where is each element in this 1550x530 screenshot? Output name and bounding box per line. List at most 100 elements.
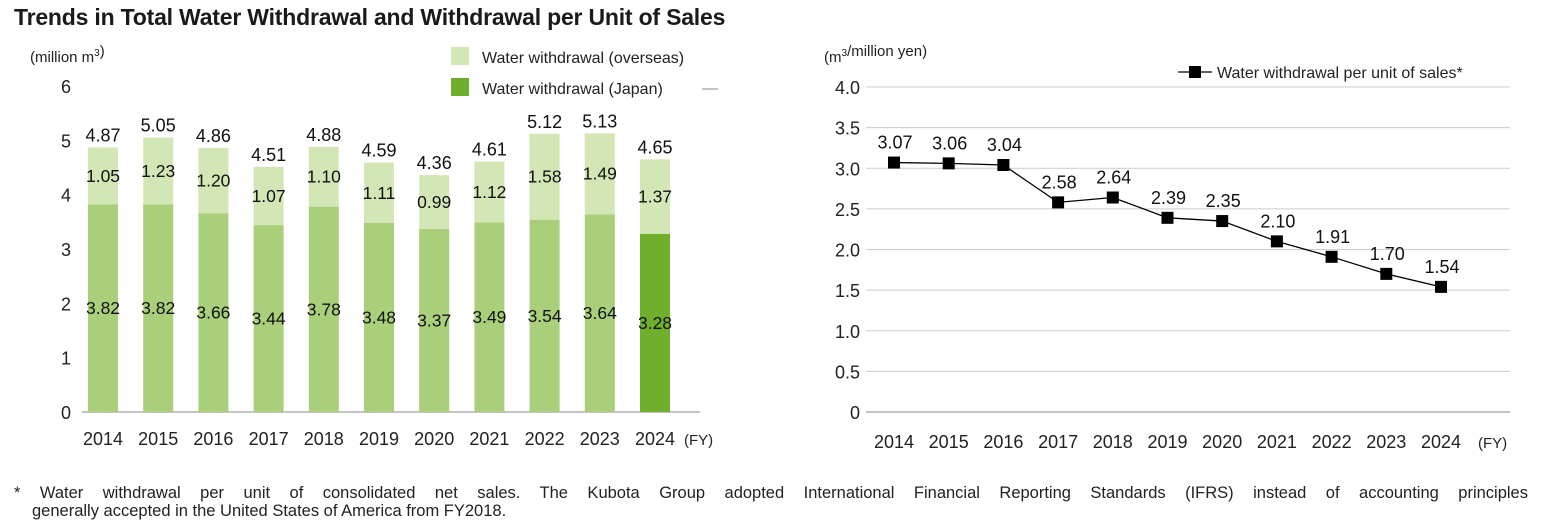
x-tick-label: 2015 [929,432,969,452]
bar-overseas [584,133,615,215]
legend-label-overseas: Water withdrawal (overseas) [482,50,684,67]
bar-label-total: 4.51 [251,145,286,165]
bar-label-overseas: 1.37 [638,187,672,207]
bar-label-overseas: 1.07 [252,186,286,206]
bar-label-total: 4.88 [306,125,341,145]
x-tick-label: 2015 [138,429,178,449]
bar-label-total: 5.05 [141,116,176,136]
line-chart: 0 0.5 1.0 1.5 2.0 2.5 3.0 3.5 4.0 (m3/million yen… [824,43,1510,452]
y-axis-unit: (million m3) [30,43,105,66]
bar-label-total: 4.36 [417,153,452,173]
data-label: 1.70 [1370,244,1405,264]
x-axis-unit: (FY) [684,432,713,449]
data-point [1325,250,1338,263]
x-tick-label: 2016 [193,429,233,449]
data-label: 3.07 [877,133,912,153]
y-tick-label: 2.5 [835,200,860,220]
bar-label-total: 4.61 [472,140,507,160]
bar-label-overseas: 1.11 [363,183,396,203]
footnote-line-2: generally accepted in the United States … [32,502,507,520]
legend-label: Water withdrawal per unit of sales* [1217,65,1463,82]
data-point [942,157,955,170]
data-label: 3.04 [987,135,1022,155]
y-tick-label: 1.5 [835,281,860,301]
data-label: 2.64 [1096,168,1131,188]
bar-japan [364,222,394,412]
bar-label-total: 4.87 [85,125,120,145]
x-tick-label: 2019 [359,429,399,449]
y-tick-label: 6 [61,77,71,97]
bar-japan [474,222,505,412]
x-tick-label: 2018 [1093,432,1133,452]
bar-japan [88,204,118,412]
y-tick-label: 4.0 [835,78,860,98]
y-axis-unit: (m3/million yen) [824,43,927,66]
bar-chart: 0 1 2 3 4 5 6 (million m3) 3.82 1.05 4.87 2014 3.82 1… [30,43,718,449]
x-tick-label: 2018 [304,429,344,449]
bar-overseas [364,162,394,223]
x-tick-label: 2024 [1421,432,1461,452]
x-tick-label: 2014 [83,429,123,449]
bar-overseas [474,161,505,223]
bar-overseas [253,166,284,226]
data-point [1052,196,1065,209]
bar-overseas [419,175,450,229]
bar-overseas [198,147,229,214]
bar-label-japan: 3.28 [638,313,672,333]
bar-label-total: 4.86 [196,126,231,146]
bar-japan [529,219,560,412]
data-label: 1.54 [1424,257,1459,277]
legend-label-japan: Water withdrawal (Japan) [482,81,663,98]
x-tick-label: 2020 [1202,432,1242,452]
bar-japan [198,213,229,412]
bar-japan [308,206,339,412]
bar-overseas [308,146,339,207]
x-tick-label: 2022 [1312,432,1352,452]
footnote-line-1: * Water withdrawal per unit of consolida… [14,484,1528,502]
y-tick-label: 1.0 [835,322,860,342]
data-point [1161,211,1174,224]
bar-label-total: 4.59 [361,141,396,161]
x-tick-label: 2023 [580,429,620,449]
bar-label-overseas: 1.20 [196,171,230,191]
bar-label-overseas: 1.23 [141,161,175,181]
data-point [997,159,1010,171]
data-label: 2.35 [1206,191,1241,211]
x-tick-label: 2016 [983,432,1023,452]
x-tick-label: 2019 [1147,432,1187,452]
x-tick-label: 2022 [525,429,565,449]
data-point [1106,191,1119,204]
legend-swatch-overseas [451,47,469,65]
y-tick-label: 1 [61,349,71,369]
x-tick-label: 2014 [874,432,914,452]
x-tick-label: 2020 [414,429,454,449]
x-tick-label: 2017 [1038,432,1078,452]
data-point [888,156,900,169]
bar-label-total: 4.65 [637,137,672,157]
data-label: 2.10 [1260,211,1295,231]
y-tick-label: 0 [850,403,860,423]
bar-japan [584,214,615,412]
data-point [1435,280,1447,293]
y-tick-label: 2 [61,294,71,314]
legend-swatch-japan [451,78,469,96]
bar-label-total: 5.13 [582,111,617,131]
bar-label-japan: 3.44 [252,309,286,329]
bar-label-japan: 3.78 [307,299,341,319]
bar-japan [143,204,174,412]
bar-overseas [640,159,670,234]
data-label: 1.91 [1315,227,1350,247]
bar-japan [640,233,670,412]
chart-canvas: 0 1 2 3 4 5 6 (million m3) 3.82 1.05 4.87 2014 3.82 1… [30,43,1510,452]
y-tick-label: 5 [61,131,71,151]
x-tick-label: 2024 [635,429,675,449]
bar-label-japan: 3.82 [141,298,175,318]
data-point [1270,235,1283,248]
bar-label-overseas: 1.58 [528,167,562,187]
x-axis-unit: (FY) [1478,435,1507,452]
bar-japan [253,225,284,412]
x-tick-label: 2021 [469,429,509,449]
x-tick-label: 2023 [1366,432,1406,452]
y-tick-label: 3.5 [835,119,860,139]
y-tick-label: 3.0 [835,159,860,179]
